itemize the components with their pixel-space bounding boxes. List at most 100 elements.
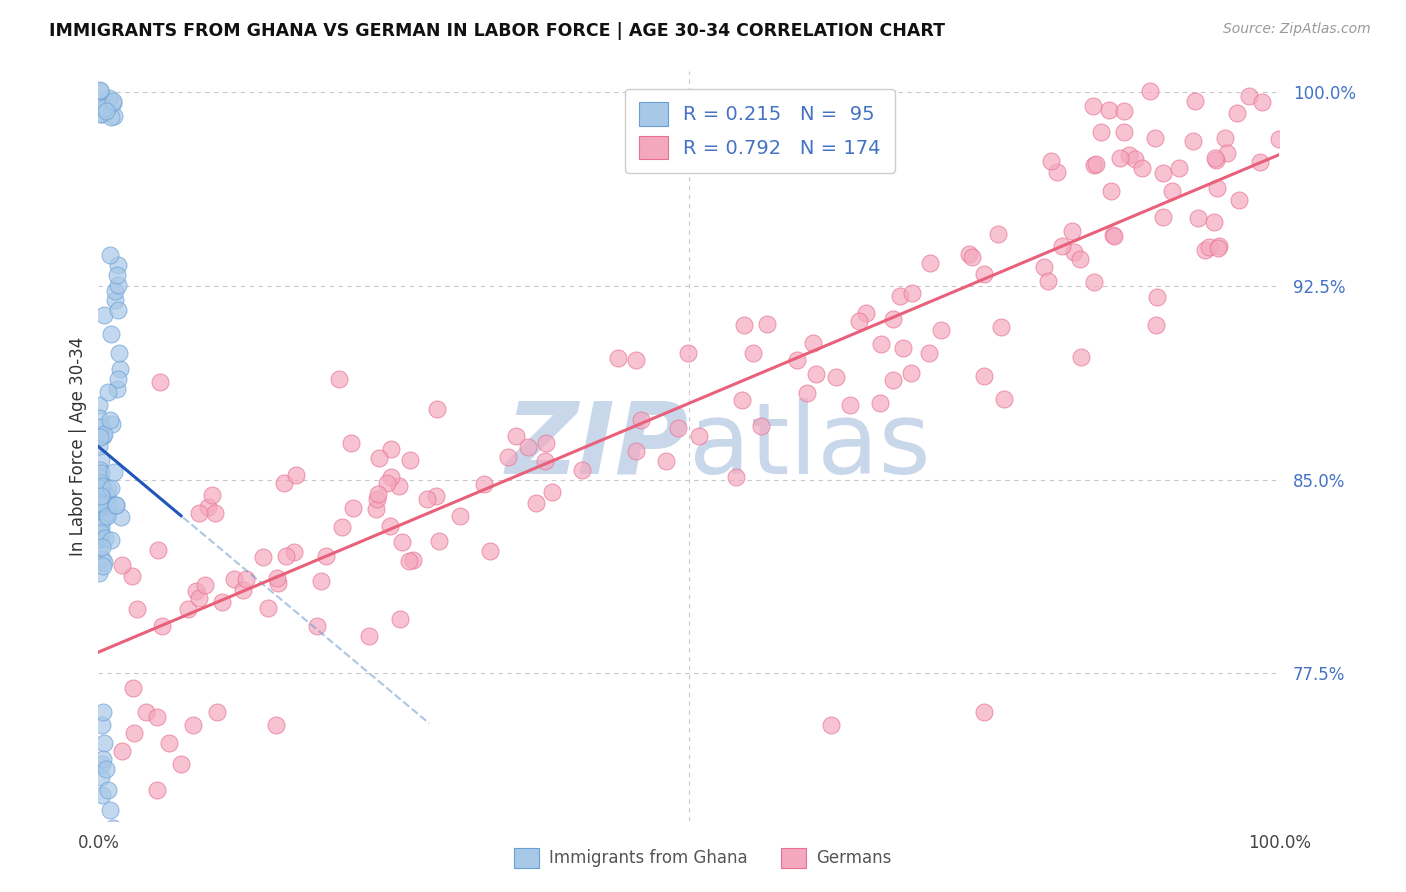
Point: [90, 526, 112, 541]
Point: [93, 427, 115, 442]
Point: [380, 442, 402, 457]
Point: [91, 429, 114, 443]
Point: [91, 106, 114, 120]
Point: [973, 369, 995, 384]
Point: [1083, 275, 1105, 289]
Point: [1226, 106, 1249, 120]
Point: [339, 436, 361, 450]
Point: [264, 718, 287, 732]
Point: [1267, 132, 1289, 146]
Point: [1139, 84, 1161, 98]
Point: [1083, 158, 1105, 172]
Point: [105, 498, 128, 512]
Point: [184, 583, 207, 598]
Point: [94, 531, 117, 545]
Point: [285, 467, 308, 482]
Point: [399, 453, 422, 467]
Point: [91, 489, 114, 503]
Point: [479, 543, 502, 558]
Point: [630, 413, 652, 427]
Point: [87, 492, 110, 507]
Point: [820, 718, 842, 732]
Point: [427, 534, 450, 549]
Point: [1069, 252, 1091, 266]
Point: [90, 481, 112, 495]
Point: [93, 102, 115, 116]
Point: [100, 110, 122, 124]
Point: [90, 466, 112, 480]
Point: [90, 453, 112, 467]
Point: [449, 508, 471, 523]
Point: [93, 308, 115, 322]
Point: [235, 572, 257, 586]
Point: [1208, 239, 1230, 253]
Point: [149, 375, 172, 389]
Point: [188, 591, 211, 606]
Point: [97, 782, 120, 797]
Point: [111, 744, 134, 758]
Point: [89, 463, 111, 477]
Point: [91, 718, 114, 732]
Point: [533, 454, 555, 468]
Point: [204, 506, 226, 520]
Point: [388, 479, 411, 493]
Point: [541, 485, 564, 500]
Point: [108, 345, 131, 359]
Point: [882, 373, 904, 387]
Point: [107, 278, 129, 293]
Point: [1251, 95, 1274, 110]
Point: [187, 506, 209, 520]
Point: [108, 361, 131, 376]
Point: [222, 572, 245, 586]
Point: [929, 323, 952, 337]
Point: [97, 482, 120, 496]
Point: [391, 535, 413, 549]
Point: [257, 600, 280, 615]
Text: ZIP: ZIP: [506, 398, 689, 494]
Point: [89, 470, 111, 484]
Point: [89, 497, 111, 511]
Point: [93, 511, 115, 525]
Point: [1146, 290, 1168, 304]
Point: [1161, 184, 1184, 198]
Point: [1205, 153, 1227, 167]
Point: [104, 293, 127, 308]
Point: [193, 578, 215, 592]
Point: [524, 496, 547, 510]
Point: [366, 501, 388, 516]
Point: [1063, 245, 1085, 260]
Point: [91, 540, 114, 554]
Point: [1123, 152, 1146, 166]
Point: [91, 751, 114, 765]
Point: [91, 756, 114, 771]
Point: [401, 553, 423, 567]
Point: [101, 94, 124, 108]
Point: [731, 392, 754, 407]
Point: [266, 572, 288, 586]
Point: [425, 489, 447, 503]
Point: [146, 710, 169, 724]
Point: [91, 788, 114, 802]
Point: [1032, 260, 1054, 275]
Point: [87, 475, 110, 490]
Point: [1184, 94, 1206, 108]
Point: [103, 465, 125, 479]
Point: [90, 491, 112, 505]
Point: [1144, 318, 1167, 333]
Point: [311, 574, 333, 589]
Point: [855, 306, 877, 320]
Point: [157, 736, 180, 750]
Point: [89, 496, 111, 510]
Point: [900, 367, 922, 381]
Point: [398, 554, 420, 568]
Point: [1099, 184, 1122, 198]
Point: [97, 384, 120, 399]
Point: [1114, 125, 1136, 139]
Point: [135, 705, 157, 719]
Point: [1101, 228, 1123, 243]
Point: [1249, 155, 1271, 169]
Point: [94, 103, 117, 118]
Point: [107, 258, 129, 272]
Point: [98, 413, 121, 427]
Point: [957, 247, 980, 261]
